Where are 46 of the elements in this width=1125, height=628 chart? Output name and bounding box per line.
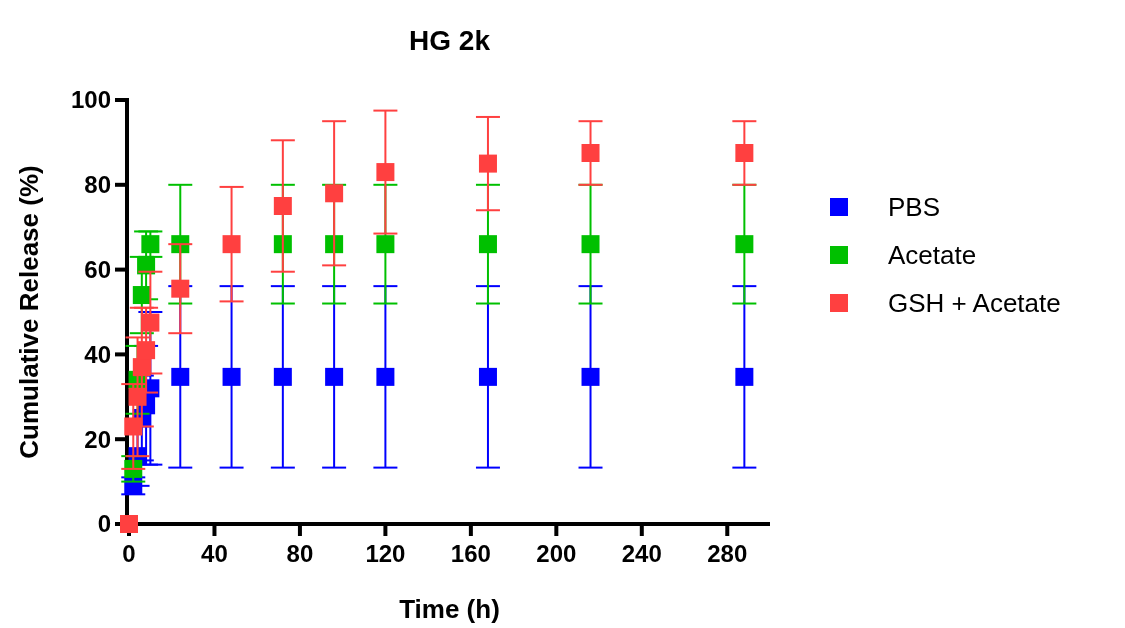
point [478, 367, 497, 386]
point [171, 367, 190, 386]
legend-label: PBS [888, 192, 941, 223]
point [222, 367, 241, 386]
y-tick-label: 60 [84, 256, 111, 283]
point [325, 184, 344, 203]
point [376, 163, 395, 182]
point [376, 235, 395, 254]
point [325, 367, 344, 386]
x-tick-label: 40 [201, 540, 228, 567]
x-tick-label: 120 [365, 540, 406, 567]
legend-label: GSH + Acetate [888, 288, 1061, 319]
point [128, 387, 147, 406]
point [222, 235, 241, 254]
x-axis-title: Time (h) [399, 594, 500, 624]
x-tick-label: 160 [450, 540, 491, 567]
point [581, 144, 600, 162]
y-tick-label: 80 [84, 171, 111, 199]
x-tick-label: 240 [621, 540, 662, 567]
point [273, 197, 292, 215]
legend-label: Acetate [888, 240, 977, 271]
x-tick-label: 80 [286, 540, 314, 567]
point [581, 367, 600, 386]
x-tick-label: 280 [707, 540, 748, 567]
y-tick-label: 20 [84, 425, 111, 453]
y-tick-label: 40 [84, 340, 111, 368]
point [137, 341, 156, 360]
point [735, 367, 754, 386]
point [581, 235, 600, 254]
point [141, 235, 160, 254]
x-tick-label: 200 [536, 540, 577, 567]
point [478, 235, 497, 254]
point [171, 279, 190, 298]
point [478, 154, 497, 173]
y-axis-title: Cumulative Release (%) [14, 165, 44, 459]
point [141, 313, 160, 332]
point [735, 235, 754, 254]
point [273, 367, 292, 386]
y-tick-label: 0 [97, 510, 111, 538]
chart-title: HG 2k [409, 25, 491, 56]
point [376, 367, 395, 386]
y-tick-label: 100 [70, 86, 111, 114]
point [132, 358, 151, 377]
x-tick-label: 0 [122, 540, 136, 567]
point [735, 144, 754, 162]
point [124, 417, 143, 436]
